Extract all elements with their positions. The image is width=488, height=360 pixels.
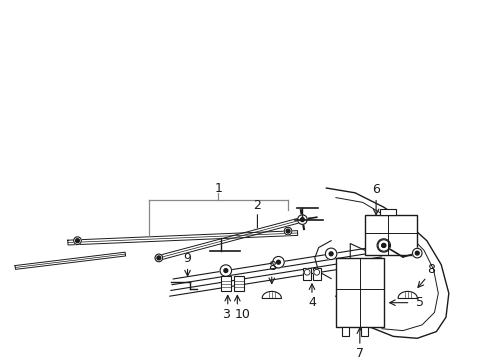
Circle shape — [220, 265, 231, 276]
Text: 9: 9 — [183, 252, 191, 265]
Circle shape — [304, 269, 309, 275]
Circle shape — [414, 251, 418, 255]
Bar — [303, 269, 310, 280]
Text: 6: 6 — [371, 184, 379, 197]
Circle shape — [284, 227, 291, 235]
Bar — [335, 258, 383, 327]
Circle shape — [276, 260, 280, 264]
Circle shape — [328, 252, 332, 256]
Circle shape — [325, 248, 336, 260]
Circle shape — [74, 237, 81, 244]
Bar — [360, 327, 367, 336]
Text: 8: 8 — [267, 260, 275, 273]
Polygon shape — [15, 252, 125, 269]
Bar — [312, 269, 320, 280]
Circle shape — [272, 256, 284, 268]
Circle shape — [377, 240, 389, 251]
Bar — [221, 276, 230, 291]
Circle shape — [224, 269, 227, 273]
Bar — [234, 276, 244, 291]
Circle shape — [376, 239, 389, 252]
Bar — [380, 209, 395, 215]
Text: 2: 2 — [253, 199, 261, 212]
Circle shape — [155, 254, 163, 262]
Circle shape — [381, 243, 385, 247]
Polygon shape — [158, 217, 303, 260]
Text: 1: 1 — [214, 183, 222, 195]
Circle shape — [313, 269, 319, 275]
Circle shape — [381, 243, 385, 247]
Bar — [341, 327, 348, 336]
Text: 5: 5 — [415, 296, 424, 309]
Circle shape — [76, 239, 79, 243]
Text: 8: 8 — [427, 263, 435, 276]
Text: 10: 10 — [235, 308, 250, 321]
Text: 4: 4 — [307, 296, 315, 309]
Circle shape — [297, 215, 306, 224]
Text: 7: 7 — [355, 347, 363, 360]
Circle shape — [157, 256, 161, 260]
Circle shape — [285, 229, 289, 233]
Bar — [364, 215, 416, 255]
Circle shape — [412, 248, 421, 258]
Circle shape — [300, 218, 304, 221]
Text: 3: 3 — [222, 308, 229, 321]
Polygon shape — [68, 231, 297, 245]
